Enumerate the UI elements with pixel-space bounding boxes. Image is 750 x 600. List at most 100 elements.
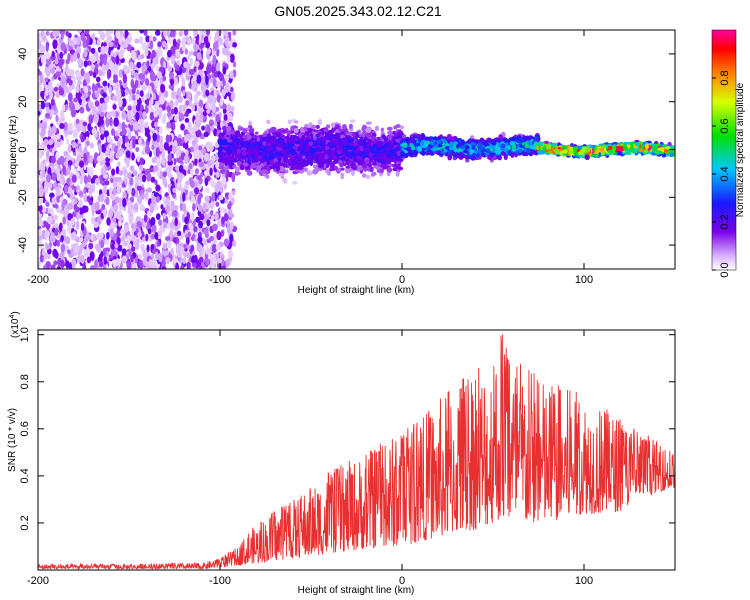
spectrogram-cell xyxy=(121,255,128,264)
spectrogram-cell xyxy=(111,243,115,250)
spectrogram-cell xyxy=(113,117,119,127)
spectrogram-cell xyxy=(99,111,105,118)
spectrogram-cell xyxy=(390,155,396,160)
spectrogram-cell xyxy=(44,77,49,83)
spectrogram-cell xyxy=(183,61,188,69)
spectrogram-cell xyxy=(72,75,77,86)
spectrogram-cell xyxy=(170,121,176,131)
spectrogram-cell xyxy=(146,244,150,253)
spectrogram-cell xyxy=(145,128,151,134)
spectrogram-cell xyxy=(334,134,341,139)
spectrogram-cell xyxy=(108,118,113,126)
spectrogram-cell xyxy=(183,184,189,190)
spectrogram-cell xyxy=(198,161,205,168)
spectrogram-cell xyxy=(59,117,64,125)
spectrogram-cell xyxy=(94,177,101,185)
spectrogram-cell xyxy=(192,75,197,82)
spectrogram-cell xyxy=(93,221,99,229)
spectrogram-cell xyxy=(212,223,218,232)
spectrogram-cell xyxy=(68,79,73,86)
spectrogram-cell xyxy=(202,202,207,212)
spectrogram-cell xyxy=(166,135,171,142)
spectrogram-cell xyxy=(216,30,223,36)
spectrogram-cell xyxy=(121,248,127,256)
spectrogram-cell xyxy=(150,62,156,70)
spectrogram-cell xyxy=(81,100,86,108)
spectrogram-cell xyxy=(363,141,368,146)
spectrogram-cell xyxy=(88,242,94,250)
spectrogram-cell xyxy=(230,106,235,113)
spectrogram-cell xyxy=(40,55,46,64)
spectrogram-cell xyxy=(200,34,205,42)
spectrogram-cell xyxy=(166,30,170,37)
spectrogram-cell xyxy=(170,108,175,115)
spectrogram-cell xyxy=(170,78,175,86)
spectrogram-cell xyxy=(71,141,78,149)
spectrogram-cell xyxy=(71,174,77,184)
spectrogram-cell xyxy=(196,129,202,138)
spectrogram-cell xyxy=(327,135,333,139)
spectrogram-cell xyxy=(96,155,103,163)
spectrogram-cell xyxy=(271,126,277,132)
spectrogram-cell xyxy=(333,165,338,171)
spectrogram-cell xyxy=(134,202,139,210)
spectrogram-cell xyxy=(90,54,97,63)
spectrogram-cell xyxy=(55,133,61,140)
spectrogram-cell xyxy=(196,90,201,96)
spectrogram-cell xyxy=(116,126,120,134)
spectrogram-cell xyxy=(123,64,129,74)
spectrogram-cell xyxy=(167,65,173,72)
spectrogram-cell xyxy=(114,242,118,249)
spectrogram-cell xyxy=(240,147,247,151)
spectrogram-cell xyxy=(328,142,335,149)
spectrogram-cell xyxy=(349,162,356,167)
spectrogram-cell xyxy=(116,176,122,182)
spectrogram-cell xyxy=(246,134,252,140)
spectrogram-cell xyxy=(74,102,81,111)
spectrogram-cell xyxy=(301,135,306,140)
spectrogram-cell xyxy=(254,131,259,135)
spectrogram-cell xyxy=(332,155,337,160)
spectrogram-cell xyxy=(267,133,272,139)
spectrogram-cell xyxy=(143,214,148,223)
spectrogram-cell xyxy=(87,233,91,241)
spectrogram-cell xyxy=(57,45,61,54)
spectrogram-cell xyxy=(226,219,230,230)
spectrogram-cell xyxy=(191,131,196,140)
spectrogram-cell xyxy=(117,137,123,143)
spectrogram-cell xyxy=(101,143,105,151)
spectrogram-cell xyxy=(126,260,132,269)
spectrogram-cell xyxy=(182,36,186,44)
spectrogram-cell xyxy=(256,136,261,142)
spectrogram-cell xyxy=(45,87,49,96)
spectrogram-cell xyxy=(266,119,271,124)
spectrogram-cell xyxy=(159,135,163,145)
spectrogram-cell xyxy=(73,97,78,103)
spectrogram-cell xyxy=(326,124,331,129)
spectrogram-cell xyxy=(381,134,386,139)
figure-title: GN05.2025.343.02.12.C21 xyxy=(274,3,442,19)
spectrogram-cell xyxy=(176,149,180,159)
spectrogram-cell xyxy=(116,228,122,237)
spectrogram-cell xyxy=(41,127,45,137)
spectrogram-cell xyxy=(261,169,268,174)
spectrogram-cell xyxy=(161,40,167,48)
spectrogram-cell xyxy=(231,190,236,197)
spectrogram-cell xyxy=(74,160,79,168)
spectrogram-cell xyxy=(186,244,191,250)
spectrogram-cell xyxy=(83,92,89,99)
spectrogram-cell xyxy=(213,41,217,51)
spectrogram-cell xyxy=(212,77,217,88)
spectrogram-cell xyxy=(149,53,155,60)
spectrogram-cell xyxy=(107,68,112,79)
spectrogram-cell xyxy=(44,230,51,237)
spectrogram-cell xyxy=(395,171,400,177)
spectrogram-cell xyxy=(247,151,253,157)
spectrogram-cell xyxy=(203,229,208,235)
spectrogram-cell xyxy=(53,181,57,190)
spectrogram-cell xyxy=(186,261,191,269)
spectrogram-cell xyxy=(155,195,160,203)
spectrogram-cell xyxy=(318,155,325,162)
spectrogram-cell xyxy=(67,92,73,102)
spectrogram-cell xyxy=(122,197,127,208)
